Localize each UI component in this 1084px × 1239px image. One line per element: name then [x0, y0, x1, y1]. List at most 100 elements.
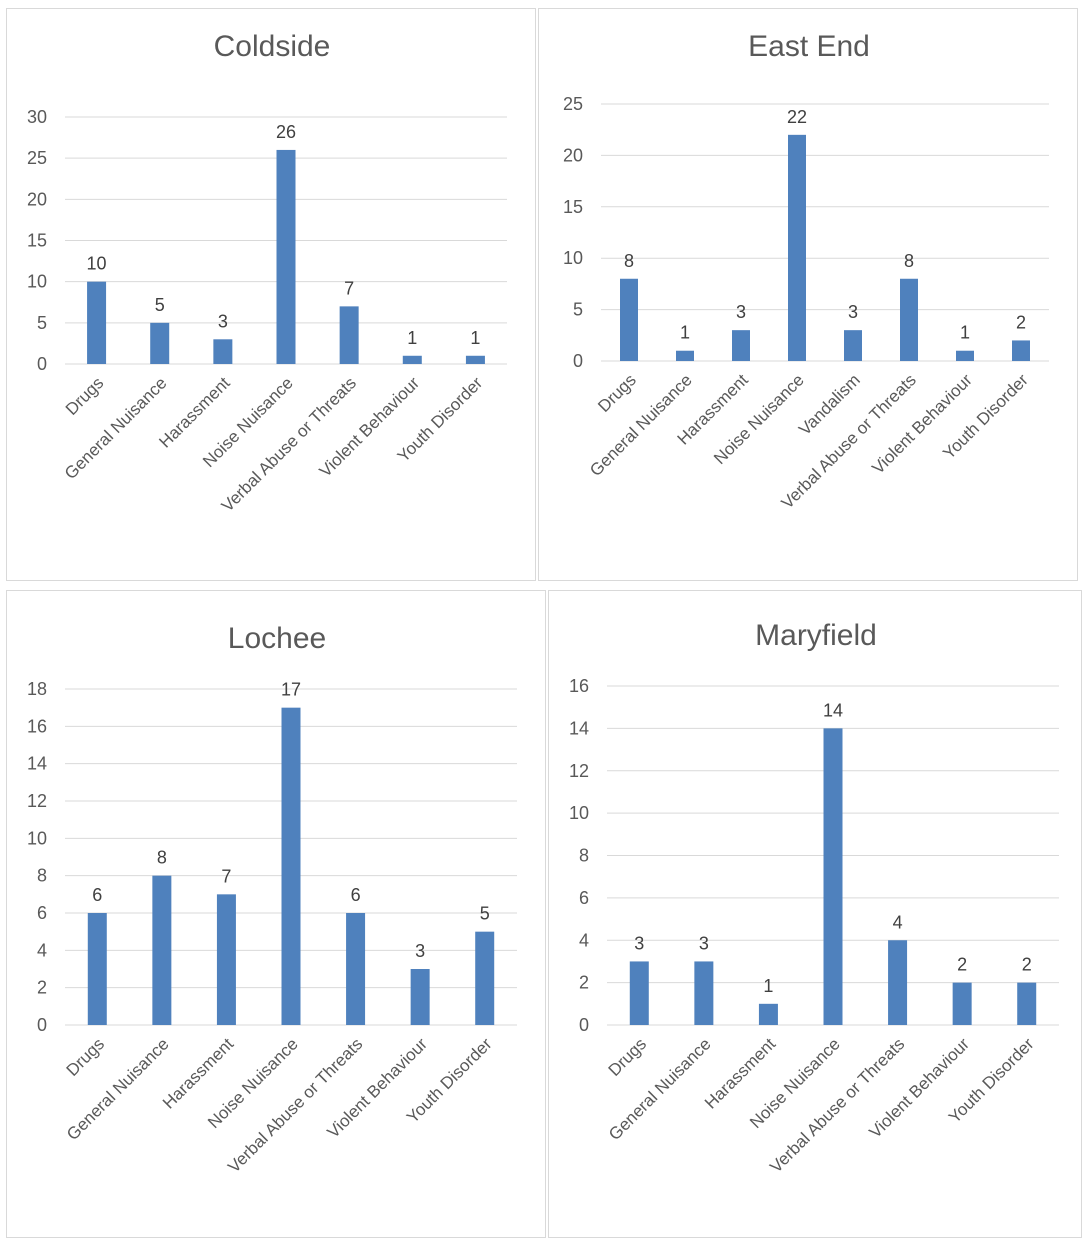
data-label: 4: [893, 912, 903, 932]
y-tick-label: 12: [569, 761, 589, 781]
chart-title: Lochee: [228, 622, 326, 655]
y-tick-label: 2: [37, 978, 47, 998]
bar: [788, 134, 806, 361]
bar: [694, 961, 714, 1025]
y-tick-label: 4: [37, 940, 47, 960]
y-tick-label: 10: [27, 828, 47, 848]
data-label: 5: [480, 904, 490, 924]
data-label: 14: [823, 700, 843, 720]
chart-title: Coldside: [214, 30, 331, 63]
x-category-label: Drugs: [62, 373, 108, 419]
y-tick-label: 15: [563, 197, 583, 217]
y-tick-label: 5: [573, 300, 583, 320]
bar: [676, 350, 694, 361]
y-tick-label: 25: [27, 148, 47, 168]
bar: [900, 278, 918, 361]
data-label: 1: [407, 328, 417, 348]
data-label: 6: [351, 885, 361, 905]
data-label: 7: [344, 278, 354, 298]
y-tick-label: 10: [569, 803, 589, 823]
y-tick-label: 15: [27, 231, 47, 251]
bar: [888, 940, 908, 1025]
y-tick-label: 0: [37, 1015, 47, 1035]
data-label: 3: [218, 311, 228, 331]
y-tick-label: 25: [563, 94, 583, 114]
chart-title: Maryfield: [755, 619, 877, 652]
y-tick-label: 6: [579, 888, 589, 908]
y-tick-label: 12: [27, 791, 47, 811]
bar: [732, 330, 750, 361]
y-tick-label: 10: [563, 248, 583, 268]
y-tick-label: 20: [27, 189, 47, 209]
data-label: 17: [281, 680, 301, 700]
data-label: 26: [276, 122, 296, 142]
data-label: 2: [957, 955, 967, 975]
data-label: 3: [415, 941, 425, 961]
y-tick-label: 8: [37, 866, 47, 886]
bar: [276, 149, 296, 364]
bar: [213, 339, 233, 364]
data-label: 3: [699, 933, 709, 953]
y-tick-label: 16: [27, 716, 47, 736]
bar: [844, 330, 862, 361]
bar: [952, 982, 972, 1025]
data-label: 3: [634, 933, 644, 953]
bar: [402, 355, 422, 364]
bar: [758, 1003, 778, 1025]
bar: [475, 931, 495, 1025]
data-label: 3: [848, 302, 858, 322]
y-tick-label: 0: [37, 354, 47, 374]
chart-panel-maryfield: Maryfield 0 2 4 6 8 10 12 14 16 3 Drugs 3 General Nui…: [548, 590, 1082, 1238]
data-label: 1: [960, 323, 970, 343]
y-tick-label: 8: [579, 846, 589, 866]
data-label: 22: [787, 107, 807, 127]
bar: [216, 894, 236, 1025]
x-category-label: General Nuisance: [586, 370, 696, 480]
chart-panel-east-end: East End 0 5 10 15 20 25 8 Drugs 1 General Nuisanc…: [538, 8, 1078, 581]
y-tick-label: 10: [27, 272, 47, 292]
bar: [281, 707, 301, 1025]
data-label: 1: [680, 323, 690, 343]
bar: [152, 875, 172, 1025]
y-tick-label: 20: [563, 145, 583, 165]
data-label: 5: [155, 295, 165, 315]
bar: [87, 281, 107, 364]
y-tick-label: 4: [579, 930, 589, 950]
y-tick-label: 6: [37, 903, 47, 923]
x-category-label: Violent Behaviour: [868, 370, 976, 478]
chart-panel-coldside: Coldside 0 5 10 15 20 25 30 10 Drugs 5 General Nuis…: [6, 8, 536, 581]
bar: [465, 355, 485, 364]
chart-title: East End: [748, 30, 870, 63]
y-tick-label: 16: [569, 676, 589, 696]
y-tick-label: 0: [573, 351, 583, 371]
data-label: 2: [1022, 955, 1032, 975]
data-label: 1: [763, 976, 773, 996]
y-tick-label: 14: [27, 754, 47, 774]
y-tick-label: 18: [27, 679, 47, 699]
x-category-label: Drugs: [63, 1034, 109, 1080]
bar: [620, 278, 638, 361]
bar: [956, 350, 974, 361]
bar: [629, 961, 649, 1025]
data-label: 1: [470, 328, 480, 348]
y-tick-label: 5: [37, 313, 47, 333]
x-category-label: Drugs: [594, 370, 640, 416]
chart-panel-lochee: Lochee 0 2 4 6 8 10 12 14 16 18 6 Drugs 8 General Nuis…: [6, 590, 546, 1238]
bar: [87, 913, 107, 1025]
y-tick-label: 2: [579, 973, 589, 993]
x-category-label: Drugs: [605, 1034, 651, 1080]
data-label: 7: [221, 866, 231, 886]
y-tick-label: 14: [569, 718, 589, 738]
data-label: 8: [157, 848, 167, 868]
bar: [1017, 982, 1037, 1025]
bar: [339, 306, 359, 364]
bar: [150, 322, 170, 364]
data-label: 6: [92, 885, 102, 905]
bar: [410, 969, 430, 1025]
bar: [823, 728, 843, 1025]
data-label: 8: [624, 251, 634, 271]
data-label: 8: [904, 251, 914, 271]
